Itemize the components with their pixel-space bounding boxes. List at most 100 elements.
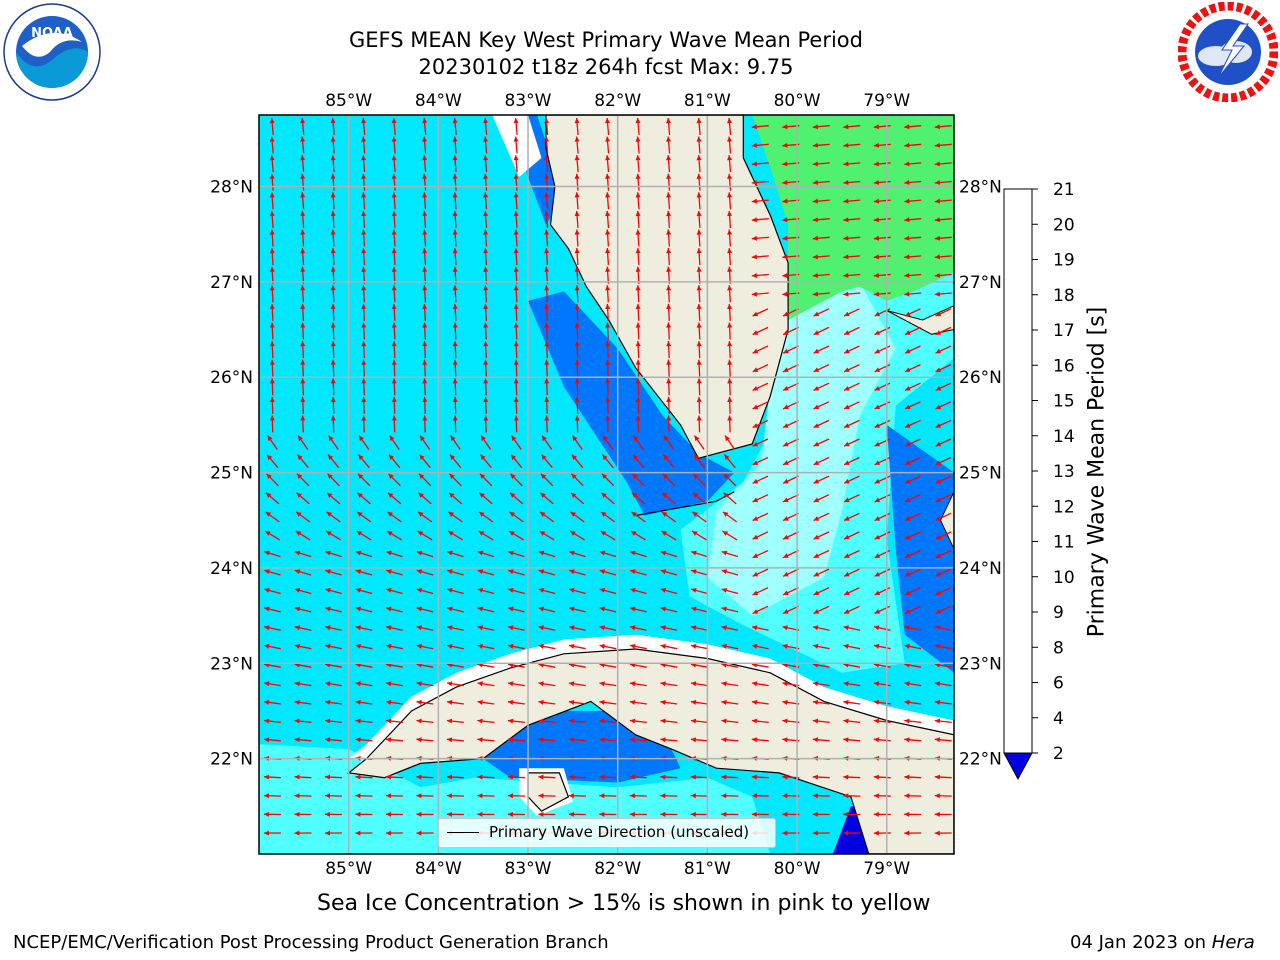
wave-arrow-head (387, 531, 393, 536)
colorbar-tick-label: 18 (1053, 286, 1075, 306)
wave-arrow-head (391, 359, 397, 365)
wave-arrow-head (904, 737, 910, 743)
wave-arrow-head (387, 511, 393, 517)
wave-arrow-head (904, 217, 910, 223)
wave-arrow-head (723, 492, 729, 498)
wave-arrow-head (843, 161, 849, 167)
wave-arrow-head (264, 606, 270, 612)
wave-arrow-head (385, 811, 391, 817)
wave-arrow-head (782, 198, 788, 204)
wave-arrow-head (905, 478, 911, 484)
wave-arrow-head (660, 606, 666, 612)
colorbar-tick-label: 13 (1053, 462, 1075, 482)
wave-arrow-head (752, 516, 759, 521)
wave-arrow-head (296, 492, 302, 498)
wave-arrow-head (812, 774, 818, 780)
wave-arrow-head (540, 511, 546, 517)
wave-arrow-head (391, 266, 397, 272)
wave-arrow-head (544, 192, 550, 198)
wave-arrow-head (813, 311, 820, 317)
wave-arrow-head (569, 550, 575, 556)
wave-arrow-head (330, 303, 336, 309)
wave-arrow-head (874, 609, 881, 614)
lat-label-right: 27°N (959, 273, 1002, 293)
wave-arrow-head (812, 793, 818, 799)
wave-arrow-head (783, 497, 789, 503)
wave-arrow-head (361, 359, 367, 365)
wave-arrow-head (477, 606, 484, 612)
wave-arrow-head (452, 210, 458, 217)
wave-arrow-head (873, 161, 879, 167)
wave-arrow-head (904, 198, 910, 204)
wave-arrow-head (635, 303, 641, 309)
wave-arrow-head (477, 699, 483, 705)
wave-arrow-head (752, 534, 759, 540)
wave-arrow-head (752, 571, 759, 577)
wave-arrow-head (783, 386, 789, 391)
lat-label-right: 25°N (959, 464, 1002, 484)
wave-arrow-head (874, 590, 881, 595)
wave-arrow-head (752, 590, 759, 595)
wave-arrow-head (904, 643, 910, 649)
lat-label-left: 23°N (210, 654, 253, 674)
wave-arrow-head (660, 625, 666, 631)
wave-arrow-head (812, 811, 818, 817)
wave-arrow-head (544, 210, 550, 217)
wave-arrow-head (666, 341, 672, 347)
wave-arrow-head (266, 473, 272, 479)
wave-arrow-head (721, 793, 727, 799)
wave-arrow-head (635, 192, 641, 198)
wave-arrow-head (696, 266, 702, 272)
wave-arrow-head (264, 681, 270, 687)
wave-arrow-head (572, 435, 578, 442)
wave-arrow-head (326, 531, 332, 536)
wave-arrow-head (330, 396, 336, 402)
wave-arrow-head (874, 625, 880, 631)
wave-arrow-head (905, 460, 911, 465)
wave-arrow-head (507, 774, 513, 780)
wave-arrow-head (690, 699, 697, 705)
colorbar-tick-label: 21 (1053, 180, 1075, 200)
wave-direction-arrows (263, 117, 952, 836)
wave-arrow-head (873, 830, 879, 836)
lon-label-bottom: 79°W (863, 859, 910, 879)
wave-arrow-head (905, 590, 911, 595)
wave-arrow-head (269, 322, 275, 328)
wave-arrow-head (727, 173, 732, 179)
wave-arrow-head (751, 142, 757, 148)
wave-arrow-head (538, 569, 545, 575)
wave-arrow-head (267, 435, 273, 442)
chart-title: GEFS MEAN Key West Primary Wave Mean Per… (349, 28, 863, 52)
wave-arrow-head (782, 681, 788, 687)
wave-arrow-head (388, 473, 394, 479)
wave-arrow-head (813, 534, 820, 540)
wave-arrow-head (905, 423, 911, 428)
wave-arrow-head (935, 534, 942, 540)
wave-arrow-head (265, 511, 272, 517)
wave-arrow-head (452, 155, 458, 161)
wave-arrow-head (874, 367, 881, 372)
wave-arrow-head (696, 118, 702, 124)
colorbar-tick-label: 9 (1053, 603, 1064, 623)
wave-arrow-head (721, 718, 727, 724)
wave-arrow-head (601, 511, 607, 517)
wave-arrow-head (483, 248, 489, 254)
wave-arrow-head (844, 386, 850, 391)
wave-arrow-head (325, 718, 331, 724)
wave-arrow-head (361, 210, 367, 217)
wave-arrow-head (483, 155, 489, 161)
wave-arrow-head (662, 473, 669, 479)
wave-arrow-head (294, 569, 301, 575)
wave-arrow-head (934, 291, 940, 297)
wave-arrow-head (812, 161, 818, 167)
wave-arrow-head (635, 210, 641, 217)
lat-label-left: 27°N (210, 273, 253, 293)
wave-arrow-head (934, 625, 941, 631)
wave-arrow-head (569, 681, 575, 687)
wave-arrow-head (666, 155, 671, 161)
colorbar-frame (1003, 188, 1033, 754)
wave-arrow-head (357, 511, 363, 517)
wave-arrow-head (751, 180, 757, 185)
wave-arrow-head (419, 473, 425, 479)
